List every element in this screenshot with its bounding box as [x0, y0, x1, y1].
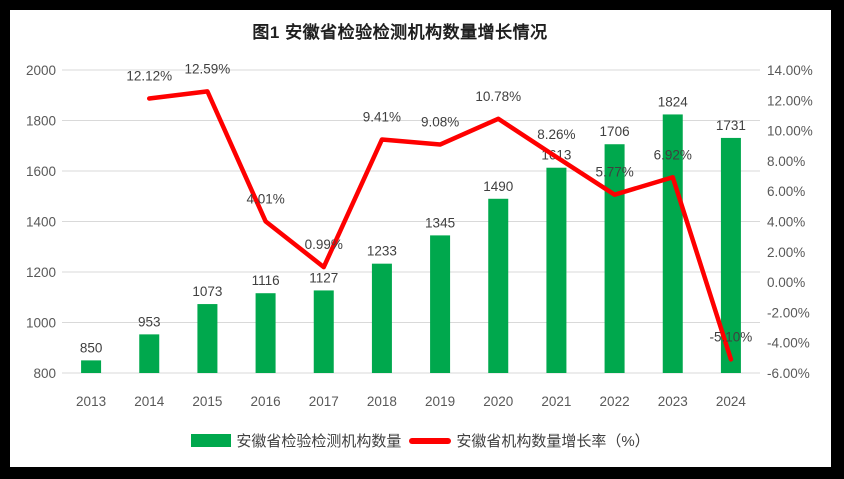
x-axis-label-2014: 2014	[134, 394, 165, 409]
right-axis-tick-8: 8.00%	[767, 154, 805, 169]
bar-2013	[81, 360, 102, 373]
legend-item-line: 安徽省机构数量增长率（%）	[409, 430, 650, 451]
bar-label-2018: 1233	[367, 244, 397, 259]
rate-label-2023: 6.92%	[654, 147, 692, 162]
x-axis-label-2024: 2024	[716, 394, 747, 409]
left-axis-tick-2000: 2000	[26, 63, 56, 78]
bar-label-2014: 953	[138, 314, 161, 329]
rate-label-2015: 12.59%	[185, 61, 231, 76]
bar-2022	[604, 144, 625, 373]
right-axis-tick-10: 10.00%	[767, 124, 813, 139]
bar-label-2015: 1073	[192, 284, 222, 299]
rate-label-2020: 10.78%	[475, 89, 521, 104]
rate-label-2021: 8.26%	[537, 127, 575, 142]
bar-2024	[720, 137, 741, 373]
bar-label-2024: 1731	[716, 118, 746, 133]
legend-item-bars: 安徽省检验检测机构数量	[191, 430, 401, 451]
bar-label-2019: 1345	[425, 215, 455, 230]
chart-background: 图1 安徽省检验检测机构数量增长情况 2000 1800 1600 1400 1200 1…	[10, 10, 831, 467]
chart-legend: 安徽省检验检测机构数量 安徽省机构数量增长率（%）	[10, 430, 831, 451]
x-axis-label-2019: 2019	[425, 394, 455, 409]
left-axis-tick-1000: 1000	[26, 316, 56, 331]
rate-label-2014: 12.12%	[126, 68, 172, 83]
left-axis-tick-1600: 1600	[26, 164, 56, 179]
right-axis-tick--4: -4.00%	[767, 336, 810, 351]
right-axis-tick--6: -6.00%	[767, 366, 810, 381]
right-axis-tick-12: 12.00%	[767, 93, 813, 108]
x-axis-label-2021: 2021	[541, 394, 571, 409]
rate-label-2016: 4.01%	[246, 191, 284, 206]
left-axis-tick-1200: 1200	[26, 265, 56, 280]
chart-title: 图1 安徽省检验检测机构数量增长情况	[252, 23, 548, 42]
bar-2014	[139, 334, 160, 373]
bar-label-2013: 850	[80, 340, 103, 355]
rate-label-2024: -5.10%	[710, 329, 753, 344]
right-axis-tick--2: -2.00%	[767, 305, 810, 320]
legend-bar-swatch	[191, 434, 232, 447]
legend-line-swatch	[409, 437, 452, 444]
legend-line-label: 安徽省机构数量增长率（%）	[456, 433, 650, 450]
rate-label-2017: 0.99%	[305, 237, 343, 252]
left-axis-tick-1800: 1800	[26, 114, 56, 129]
growth-rate-line	[147, 89, 734, 362]
x-axis-label-2016: 2016	[251, 394, 281, 409]
rate-label-2019: 9.08%	[421, 115, 459, 130]
bar-2016	[255, 293, 276, 373]
right-axis-tick-14: 14.00%	[767, 63, 813, 78]
x-axis-label-2013: 2013	[76, 394, 106, 409]
left-axis-tick-1400: 1400	[26, 215, 56, 230]
left-axis-tick-800: 800	[33, 366, 56, 381]
bar-2019	[430, 235, 451, 373]
combo-chart: 2000 1800 1600 1400 1200 1000 800 14.00% 12.00% 1…	[26, 61, 813, 409]
bar-label-2017: 1127	[309, 270, 338, 285]
bar-2018	[371, 263, 392, 373]
x-axis-label-2020: 2020	[483, 394, 513, 409]
bar-2017	[313, 290, 334, 373]
x-axis-label-2023: 2023	[658, 394, 688, 409]
x-axis-label-2015: 2015	[192, 394, 222, 409]
x-axis-label-2017: 2017	[309, 394, 339, 409]
x-axis-label-2018: 2018	[367, 394, 397, 409]
bar-2020	[488, 198, 509, 373]
bar-label-2022: 1706	[600, 124, 630, 139]
right-axis-tick-4: 4.00%	[767, 215, 805, 230]
bar-label-2020: 1490	[483, 179, 513, 194]
rate-label-2018: 9.41%	[363, 110, 401, 125]
x-axis-label-2022: 2022	[600, 394, 630, 409]
bar-2021	[546, 167, 567, 373]
right-axis-tick-2: 2.00%	[767, 245, 805, 260]
bar-2015	[197, 304, 218, 373]
bar-label-2016: 1116	[252, 273, 280, 288]
bar-label-2023: 1824	[658, 94, 689, 109]
legend-bar-label: 安徽省检验检测机构数量	[236, 433, 402, 450]
right-axis-tick-0: 0.00%	[767, 275, 805, 290]
right-axis-tick-6: 6.00%	[767, 184, 805, 199]
rate-label-2022: 5.77%	[595, 165, 633, 180]
